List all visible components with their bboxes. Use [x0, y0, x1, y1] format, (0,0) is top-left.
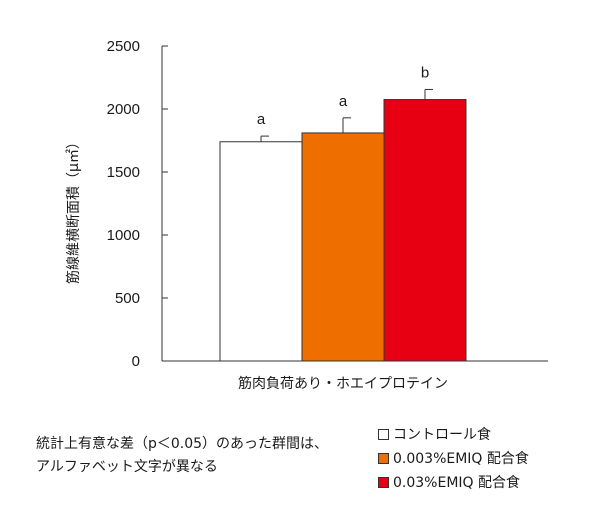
legend-item-control: コントロール食 [378, 422, 529, 446]
bar [383, 99, 467, 362]
y-tick-label: 2500 [107, 38, 140, 55]
y-axis: 0 500 1000 1500 2000 2500 [107, 38, 168, 370]
bar [301, 132, 385, 362]
y-tick-label: 1500 [107, 164, 140, 181]
significance-label: a [339, 93, 348, 110]
significance-note: 統計上有意な差（p＜0.05）のあった群間は、 アルファベット文字が異なる [36, 433, 328, 479]
significance-note-line-1: 統計上有意な差（p＜0.05）のあった群間は、 [36, 436, 329, 452]
legend-label-emiq-0003: 0.003%EMIQ 配合食 [393, 451, 529, 467]
y-tick-label: 0 [132, 353, 140, 370]
bars: a a b [219, 64, 467, 362]
legend-item-emiq-003: 0.03%EMIQ 配合食 [378, 470, 529, 494]
y-tick-label: 1000 [107, 227, 140, 244]
significance-note-line-2: アルファベット文字が異なる [36, 459, 218, 475]
legend-swatch-emiq-003 [378, 476, 389, 488]
legend-label-emiq-003: 0.03%EMIQ 配合食 [393, 475, 520, 491]
legend-swatch-emiq-0003 [378, 452, 389, 464]
significance-label: b [421, 64, 429, 81]
legend-label-control: コントロール食 [393, 427, 491, 443]
significance-label: a [257, 111, 266, 128]
y-tick-label: 500 [115, 290, 140, 307]
legend-swatch-control [378, 428, 389, 440]
y-tick-label: 2000 [107, 101, 140, 118]
legend: コントロール食 0.003%EMIQ 配合食 0.03%EMIQ 配合食 [378, 422, 529, 494]
x-axis-label: 筋肉負荷あり・ホエイプロテイン [238, 375, 448, 392]
bar-chart: 0 500 1000 1500 2000 2500 a a b 筋線維横断面積（μ㎡） 筋肉負… [65, 38, 548, 392]
y-axis-label: 筋線維横断面積（μ㎡） [65, 135, 82, 284]
bar [219, 141, 303, 362]
legend-item-emiq-0003: 0.003%EMIQ 配合食 [378, 446, 529, 470]
